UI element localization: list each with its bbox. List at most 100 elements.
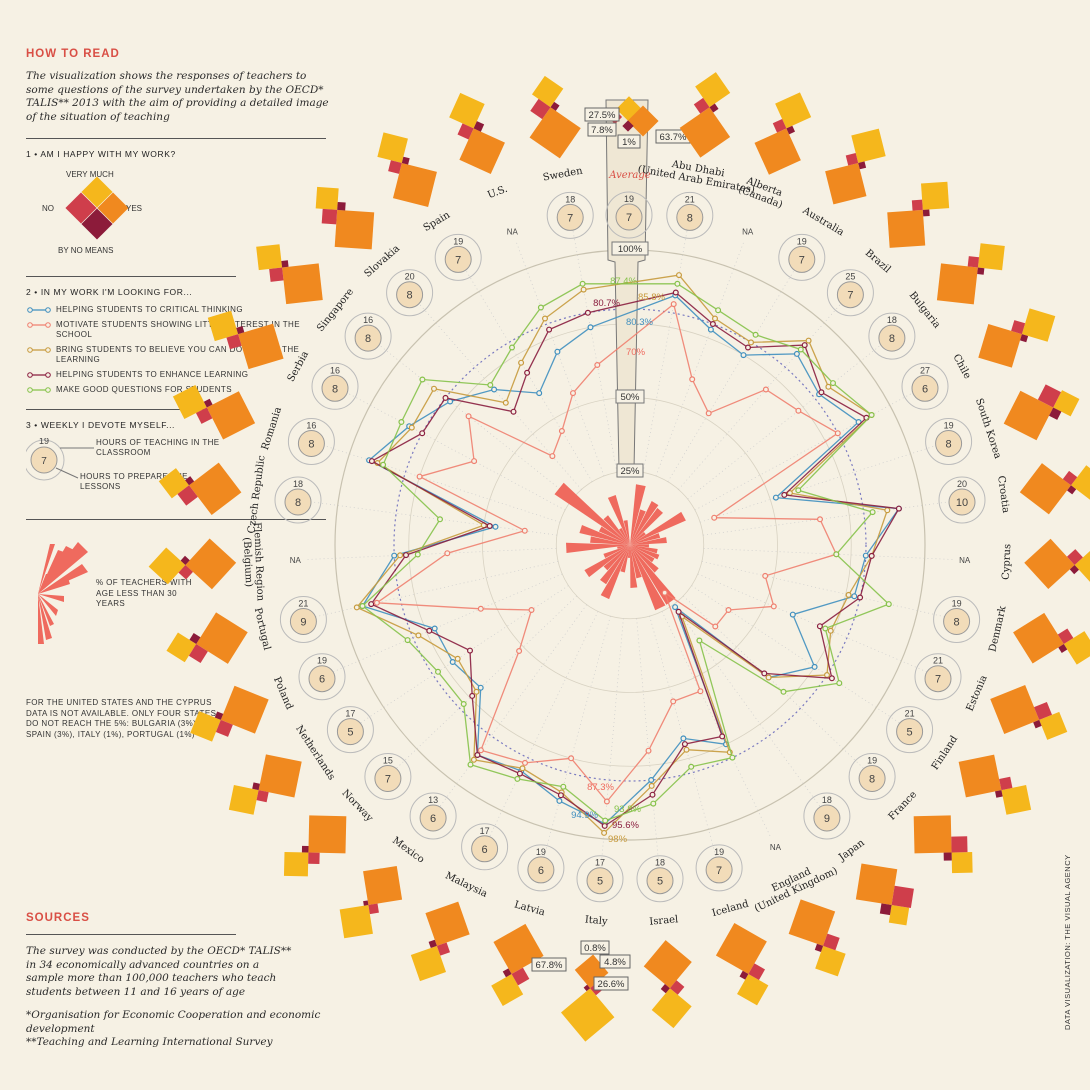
country-label: Poland [271, 675, 295, 711]
age-bar [630, 545, 642, 579]
prepare-hours: 6 [922, 383, 928, 395]
series-point-questions [398, 419, 405, 426]
happiness-glyph [228, 754, 302, 815]
country-label: Australia [800, 205, 846, 239]
series-point-critical [793, 350, 800, 357]
prepare-disc [471, 835, 499, 863]
country-label-line: Malaysia [443, 870, 489, 900]
age-bar [630, 545, 666, 611]
age-bar [620, 545, 630, 573]
series-legend: HELPING STUDENTS TO CRITICAL THINKING MO… [26, 305, 331, 395]
age-bar [630, 511, 686, 545]
yes-square [196, 612, 248, 664]
spoke [415, 300, 582, 490]
value-tag-box [587, 122, 617, 137]
happiness-glyph [788, 899, 846, 977]
no-square [823, 933, 840, 951]
happiness-glyph [172, 385, 256, 440]
how-to-read-intro: The visualization shows the responses of… [26, 70, 329, 123]
prepare-hours: 8 [946, 439, 952, 451]
series-point-motivate [444, 550, 451, 557]
series-point-critical [707, 326, 714, 333]
very-much-square [190, 711, 221, 742]
by-no-means-square [1049, 407, 1062, 420]
scale-label-box [615, 389, 645, 404]
prepare-disc [836, 281, 864, 309]
series-point-enhance [368, 458, 375, 465]
country-label: Latvia [513, 899, 546, 918]
prepare-disc [646, 867, 674, 895]
yes-square [308, 815, 347, 854]
by-no-means-square [180, 555, 190, 565]
prepare-hours: 7 [567, 212, 573, 224]
series-point-motivate [725, 606, 732, 613]
teaching-hours: 19 [714, 847, 724, 857]
yes-square [529, 107, 581, 159]
series-point-enhance [510, 408, 517, 415]
series-point-questions [380, 461, 387, 468]
series-point-believe [601, 829, 608, 836]
series-point-enhance [675, 608, 682, 615]
prepare-disc [556, 203, 584, 231]
series-point-critical [862, 552, 869, 559]
series-point-believe [648, 782, 655, 789]
series-point-enhance [601, 822, 608, 829]
yes-square [238, 323, 284, 370]
hours-legend: 19 7 HOURS OF TEACHING IN THE CLASSROOM … [23, 436, 219, 491]
avg-prepare-disc [615, 203, 643, 231]
series-point-motivate [516, 647, 523, 654]
no-square [669, 980, 685, 995]
teaching-hours: 18 [822, 795, 832, 805]
teaching-ring [868, 312, 916, 360]
question-1-title: 1 • AM I HAPPY WITH MY WORK? [26, 149, 176, 159]
happiness-glyph [825, 128, 886, 205]
by-no-means-square [550, 101, 560, 111]
yes-square [392, 163, 437, 207]
series-point-motivate [705, 410, 712, 417]
by-no-means-square [583, 984, 591, 992]
sources-title: SOURCES [26, 912, 90, 924]
prepare-disc [705, 856, 733, 884]
yes-square [754, 128, 801, 175]
teaching-ring [576, 855, 624, 903]
avg-questions-value: 87.4% [610, 276, 637, 287]
by-no-means-square [858, 161, 867, 170]
country-label-line: Mexico [390, 835, 426, 865]
very-much-square [531, 75, 564, 108]
very-much-square [851, 128, 886, 163]
no-square [1067, 549, 1083, 565]
teaching-ring [914, 653, 962, 701]
yes-square [459, 128, 505, 174]
scale-label-box [611, 241, 649, 256]
prepare-disc [321, 374, 349, 402]
teaching-ring [666, 191, 714, 239]
series-point-enhance [546, 326, 553, 333]
series-point-enhance [368, 601, 375, 608]
avg-no-value: 7.8% [591, 125, 613, 136]
happiness-glyph [449, 92, 505, 174]
series-lines [353, 272, 902, 836]
scale-gauge: 100% 50% 25% Average [605, 99, 651, 478]
example-teaching-value: 19 [39, 438, 49, 446]
yes-square [913, 815, 952, 854]
no-square [215, 719, 233, 737]
country-label: Denmark [987, 604, 1008, 653]
teaching-ring [287, 418, 335, 465]
series-point-questions [836, 680, 843, 687]
legend-label: MAKE GOOD QUESTIONS FOR STUDENTS [56, 385, 232, 394]
series-point-questions [696, 637, 703, 644]
prepare-disc [396, 281, 424, 309]
series-point-questions [829, 380, 836, 387]
series-point-enhance [516, 770, 523, 777]
series-point-questions [419, 376, 426, 383]
yes-square [1003, 390, 1054, 441]
age-bar [619, 528, 630, 545]
by-no-means-square [709, 103, 719, 113]
series-point-questions [437, 516, 444, 523]
prepare-disc [878, 324, 906, 352]
no-square [195, 407, 213, 424]
happiness-glyph [643, 940, 692, 1029]
no-square [891, 885, 914, 909]
avg-by-no-means-value: 1% [622, 137, 636, 148]
series-point-believe [408, 424, 415, 431]
